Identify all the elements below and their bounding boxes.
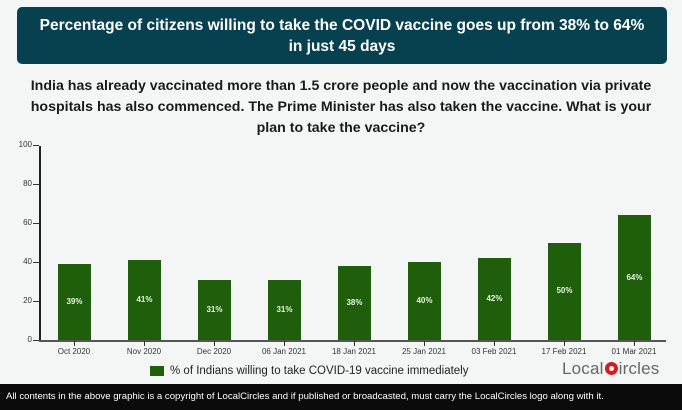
x-tick-label: 01 Mar 2021 xyxy=(611,347,657,356)
bar xyxy=(198,279,231,340)
bar-value-label: 31% xyxy=(276,304,293,314)
bar-value-label: 40% xyxy=(416,296,433,305)
y-tick-mark xyxy=(33,262,39,263)
legend-swatch xyxy=(150,366,164,376)
x-tick-label: Nov 2020 xyxy=(126,347,162,356)
x-tick-label: 18 Jan 2021 xyxy=(331,347,377,356)
legend-label: % of Indians willing to take COVID-19 va… xyxy=(170,365,469,377)
bar-chart: 0 20 40 60 80 100 39% Oct 2020 41% Nov 2020 31% Dec… xyxy=(0,135,682,360)
y-tick-mark xyxy=(33,145,39,146)
bar xyxy=(338,265,371,340)
x-tick-mark xyxy=(494,341,495,346)
bar-value-label: 31% xyxy=(206,304,223,314)
y-tick-label: 60 xyxy=(23,218,32,227)
x-tick-mark xyxy=(144,341,145,346)
bar-value-label: 50% xyxy=(556,286,573,296)
legend: % of Indians willing to take COVID-19 va… xyxy=(150,365,469,377)
x-tick-label: 03 Feb 2021 xyxy=(471,347,517,356)
y-tick-mark xyxy=(33,223,39,224)
copyright-footer: All contents in the above graphic is a c… xyxy=(0,384,682,410)
bar xyxy=(408,262,441,340)
logo-text-left: Local xyxy=(562,359,604,378)
y-tick-mark xyxy=(33,301,39,302)
x-tick-label: 06 Jan 2021 xyxy=(261,347,307,356)
localcircles-logo: Local ircles xyxy=(562,359,660,379)
y-tick-mark xyxy=(33,340,39,341)
logo-text-right: ircles xyxy=(618,359,660,378)
bar-value-label: 41% xyxy=(136,295,153,305)
bar xyxy=(58,263,91,340)
x-tick-label: 25 Jan 2021 xyxy=(401,347,447,356)
y-tick-label: 80 xyxy=(23,179,32,188)
y-axis xyxy=(39,146,41,342)
x-tick-mark xyxy=(424,341,425,346)
x-axis xyxy=(39,340,666,342)
bar-value-label: 42% xyxy=(486,294,503,304)
y-tick-label: 40 xyxy=(23,257,32,266)
survey-question: India has already vaccinated more than 1… xyxy=(30,78,652,136)
x-tick-mark xyxy=(284,341,285,346)
bar-value-label: 38% xyxy=(346,297,363,307)
x-tick-mark xyxy=(214,341,215,346)
x-tick-label: 17 Feb 2021 xyxy=(541,347,587,356)
bar-value-label: 64% xyxy=(626,272,643,282)
x-tick-label: Oct 2020 xyxy=(57,347,91,356)
x-tick-mark xyxy=(634,341,635,346)
location-pin-icon xyxy=(604,362,618,375)
bar xyxy=(268,279,301,340)
y-tick-label: 20 xyxy=(23,296,32,305)
chart-title-banner: Percentage of citizens willing to take t… xyxy=(17,7,667,64)
bar xyxy=(478,258,511,340)
y-tick-label: 100 xyxy=(18,140,32,149)
chart-title: Percentage of citizens willing to take t… xyxy=(39,16,645,55)
bar-value-label: 39% xyxy=(66,296,83,306)
x-tick-mark xyxy=(74,341,75,346)
y-tick-mark xyxy=(33,184,39,185)
bar xyxy=(548,242,581,340)
x-tick-mark xyxy=(564,341,565,346)
y-tick-label: 0 xyxy=(27,335,32,344)
x-tick-mark xyxy=(354,341,355,346)
bar xyxy=(128,260,161,340)
bar xyxy=(618,215,651,340)
x-tick-label: Dec 2020 xyxy=(196,347,232,356)
